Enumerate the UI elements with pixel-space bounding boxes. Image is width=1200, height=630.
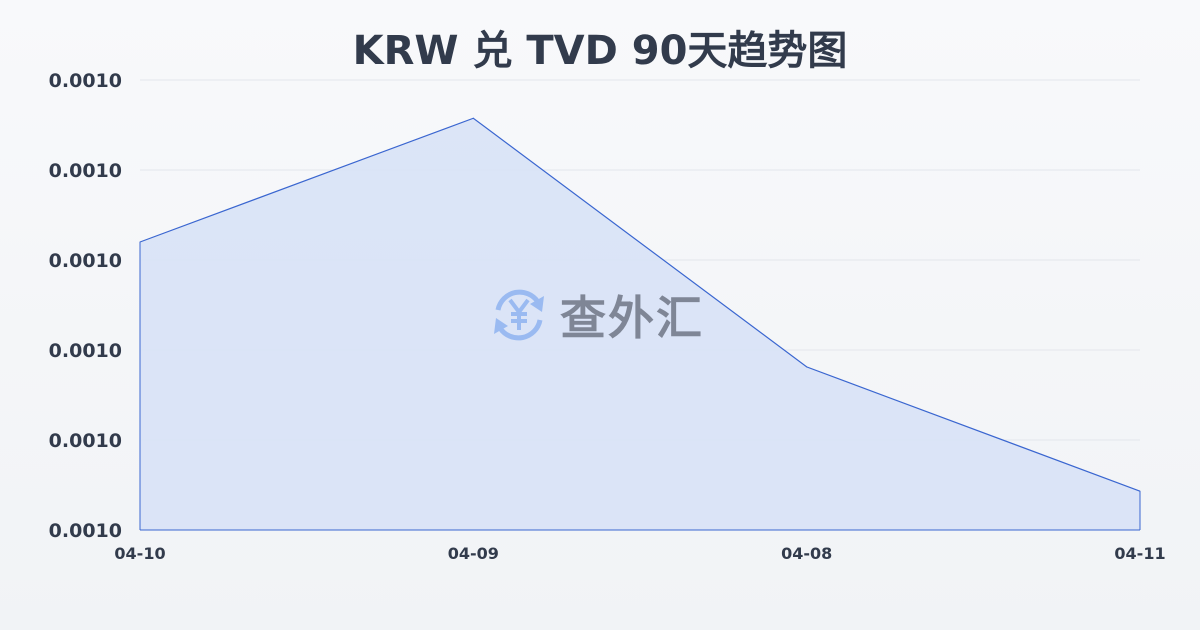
- watermark: 查外汇: [488, 282, 704, 348]
- x-tick-label: 04-09: [448, 544, 499, 563]
- series-line: [139, 117, 1141, 492]
- y-tick-label: 0.0010: [49, 160, 122, 182]
- chart-title: KRW 兑 TVD 90天趋势图: [352, 28, 848, 74]
- y-tick-label: 0.0010: [49, 520, 122, 542]
- area-fill: [140, 118, 1140, 530]
- y-tick-label: 0.0010: [49, 250, 122, 272]
- data-point: [806, 366, 808, 368]
- watermark-text: 查外汇: [560, 291, 704, 345]
- y-tick-label: 0.0010: [49, 70, 122, 92]
- y-tick-label: 0.0010: [49, 340, 122, 362]
- yen-exchange-icon: [494, 289, 544, 341]
- data-point: [472, 117, 474, 119]
- x-tick-label: 04-10: [114, 544, 165, 563]
- x-tick-label: 04-11: [1114, 544, 1165, 563]
- data-point: [1139, 490, 1141, 492]
- y-tick-label: 0.0010: [49, 430, 122, 452]
- x-tick-label: 04-08: [781, 544, 832, 563]
- data-point: [139, 241, 141, 243]
